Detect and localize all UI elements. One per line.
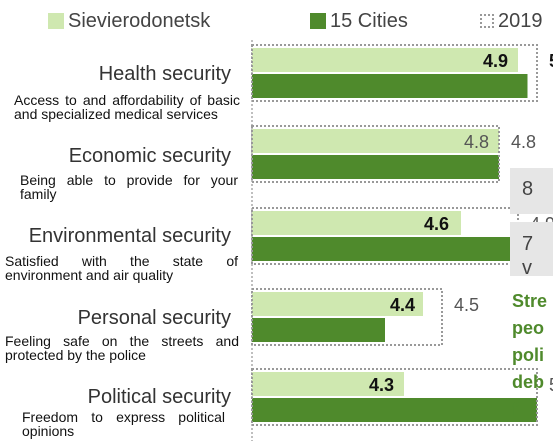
data-label-2019-health-security: 5.0 bbox=[549, 51, 553, 71]
bar-sievierodonetsk-environmental-security bbox=[252, 211, 461, 235]
category-description-political: Freedom to express political opinions bbox=[22, 409, 225, 439]
data-label-sievierodonetsk-environmental-security: 4.6 bbox=[424, 214, 449, 234]
data-label-2019-personal-security: 4.5 bbox=[454, 295, 479, 315]
data-label-sievierodonetsk-health-security: 4.9 bbox=[483, 51, 508, 71]
legend-item-2019: 2019 bbox=[480, 8, 543, 34]
bar-2019-economic-security bbox=[251, 125, 500, 183]
category-label-environmental: Environmental security bbox=[28, 225, 231, 247]
bar-15-cities-political-security bbox=[252, 398, 537, 422]
legend-label-15-cities: 15 Cities bbox=[330, 9, 408, 32]
bar-15-cities-environmental-security bbox=[252, 237, 528, 261]
data-label-2019-economic-security: 4.8 bbox=[511, 132, 536, 152]
legend-swatch-2019 bbox=[480, 14, 494, 28]
aside-note-line: deb bbox=[512, 372, 545, 392]
data-label-sievierodonetsk-personal-security: 4.4 bbox=[390, 295, 415, 315]
aside-note-line: peo bbox=[512, 318, 545, 338]
legend-item-sievierodonetsk: Sievierodonetsk bbox=[48, 8, 210, 34]
category-description-environmental: Satisfied with the state of environment … bbox=[5, 253, 238, 283]
bar-15-cities-personal-security bbox=[252, 318, 385, 342]
bar-2019-political-security bbox=[251, 368, 538, 426]
category-label-health: Health security bbox=[98, 63, 231, 85]
legend-label-sievierodonetsk: Sievierodonetsk bbox=[68, 9, 211, 32]
category-label-political: Political security bbox=[87, 386, 231, 408]
category-description-economic: Being able to provide for your family bbox=[20, 172, 238, 202]
legend-swatch-sievierodonetsk bbox=[48, 13, 64, 29]
data-label-sievierodonetsk-economic-security: 4.8 bbox=[464, 132, 489, 152]
legend-item-15-cities: 15 Cities bbox=[310, 8, 408, 34]
aside-note-line: Stre bbox=[512, 291, 548, 311]
aside-note: Stre peo poli deb f bbox=[512, 288, 553, 423]
bar-sievierodonetsk-personal-security bbox=[252, 292, 423, 316]
aside-box-top: 8 bbox=[510, 168, 553, 214]
bar-2019-personal-security bbox=[251, 288, 443, 346]
category-label-personal: Personal security bbox=[77, 307, 231, 329]
bar-2019-health-security bbox=[251, 44, 538, 102]
chart-legend: Sievierodonetsk 15 Cities 2019 bbox=[0, 8, 553, 34]
legend-label-2019: 2019 bbox=[498, 9, 543, 32]
aside-note-line: poli bbox=[512, 345, 544, 365]
aside-box-bottom: 7 v bbox=[510, 222, 553, 276]
data-label-sievierodonetsk-political-security: 4.3 bbox=[369, 375, 394, 395]
aside-box-bottom-line2: v bbox=[522, 257, 532, 276]
category-description-personal: Feeling safe on the streets and protecte… bbox=[5, 333, 239, 363]
legend-swatch-15-cities bbox=[310, 13, 326, 29]
bar-sievierodonetsk-health-security bbox=[252, 48, 518, 72]
aside-box-bottom-line1: 7 bbox=[522, 233, 534, 255]
data-label-2019-political-security: 5.0 bbox=[549, 375, 553, 395]
aside-box-top-text: 8 bbox=[522, 178, 534, 200]
bar-15-cities-economic-security bbox=[252, 155, 499, 179]
aside-note-line: f bbox=[512, 399, 518, 419]
bar-sievierodonetsk-political-security bbox=[252, 372, 404, 396]
category-description-health: Access to and affordability of basic and… bbox=[14, 92, 240, 122]
bar-sievierodonetsk-economic-security bbox=[252, 129, 499, 153]
category-label-economic: Economic security bbox=[68, 145, 231, 167]
bar-15-cities-health-security bbox=[252, 74, 528, 98]
